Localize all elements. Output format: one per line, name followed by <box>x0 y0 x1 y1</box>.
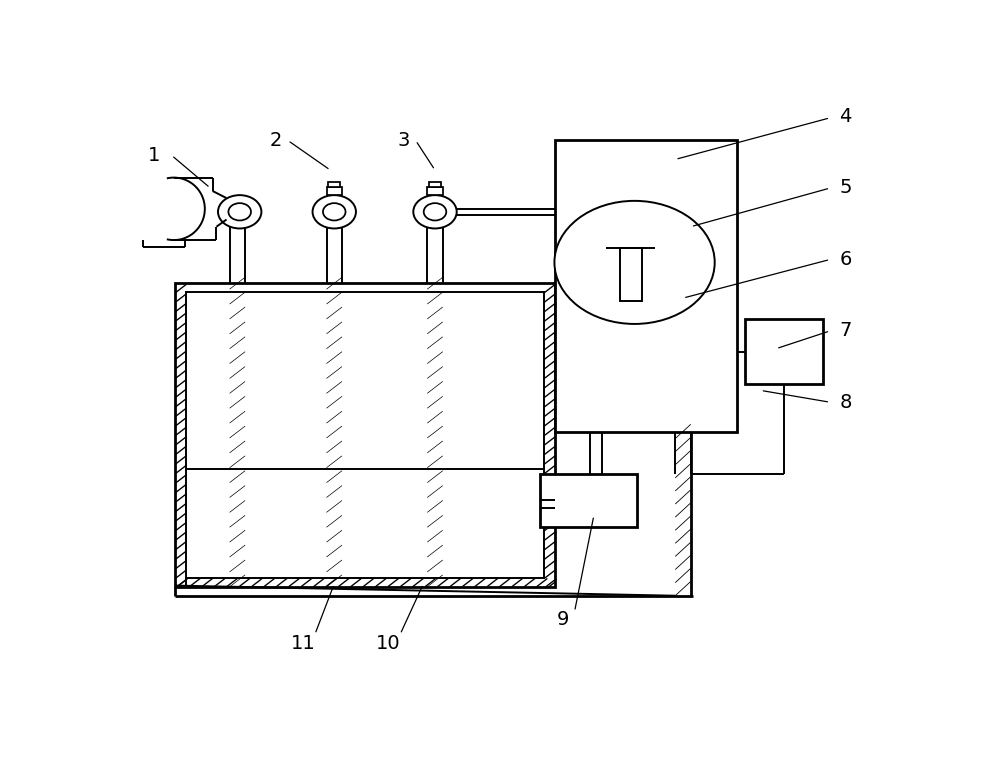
Bar <box>540 474 637 527</box>
Circle shape <box>413 195 457 229</box>
Bar <box>427 187 443 195</box>
Text: 7: 7 <box>840 322 852 340</box>
Text: 11: 11 <box>291 634 316 653</box>
Text: 6: 6 <box>840 250 852 269</box>
Text: 8: 8 <box>840 393 852 412</box>
Bar <box>326 187 342 195</box>
Text: 10: 10 <box>376 634 401 653</box>
Circle shape <box>554 201 715 324</box>
Text: 1: 1 <box>148 146 161 165</box>
Text: 2: 2 <box>270 131 282 150</box>
Text: 5: 5 <box>840 179 852 197</box>
Text: 9: 9 <box>557 610 569 629</box>
Text: 4: 4 <box>840 107 852 126</box>
Text: 3: 3 <box>398 131 410 150</box>
Bar <box>429 182 441 187</box>
Bar <box>555 141 737 432</box>
Bar <box>175 283 555 587</box>
Bar <box>620 247 642 301</box>
Circle shape <box>313 195 356 229</box>
Bar <box>745 319 822 384</box>
Circle shape <box>218 195 261 229</box>
Bar <box>328 182 340 187</box>
Bar <box>186 291 544 578</box>
